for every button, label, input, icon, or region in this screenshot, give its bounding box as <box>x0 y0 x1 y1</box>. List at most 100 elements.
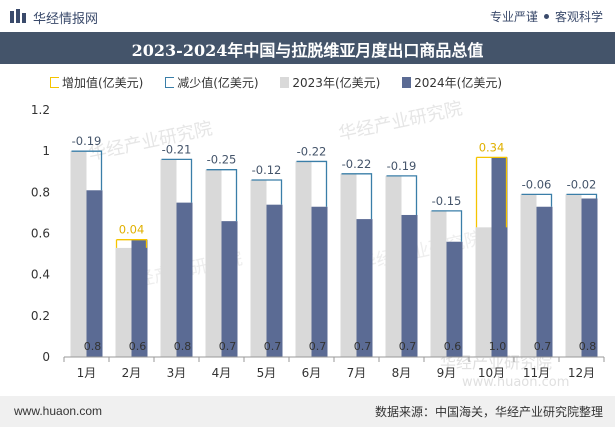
bar-2024 <box>536 206 553 357</box>
decrease-bracket <box>206 169 238 222</box>
bar-2024 <box>176 202 193 357</box>
decrease-bracket <box>386 175 418 215</box>
data-source: 数据来源：中国海关，华经产业研究院整理 <box>374 405 603 419</box>
tagline-professional: 专业严谨 <box>489 10 538 24</box>
footer: www.huaon.com 数据来源：中国海关，华经产业研究院整理 <box>0 396 615 427</box>
top-bar: 华经情报网 专业严谨 客观科学 <box>0 0 615 32</box>
watermark-text: 华经产业研究院 <box>337 98 465 145</box>
bar-value-label: 0.6 <box>129 340 147 353</box>
diff-label: -0.19 <box>387 159 417 173</box>
bar-value-label: 0.7 <box>309 340 327 353</box>
x-tick-label: 10月 <box>478 366 505 380</box>
legend-label-increase: 增加值(亿美元) <box>62 76 144 90</box>
bar-2024 <box>401 214 418 357</box>
bar-2023 <box>430 210 447 357</box>
tagline-objective: 客观科学 <box>554 10 603 24</box>
bar-2023 <box>520 194 537 357</box>
y-tick-label: 0.6 <box>31 227 50 241</box>
bar-2023 <box>70 151 87 357</box>
brand-name: 华经情报网 <box>33 12 99 27</box>
watermark-text: www.huaon.com <box>462 375 569 390</box>
x-tick-label: 3月 <box>167 366 187 380</box>
decrease-bracket <box>566 193 598 199</box>
decrease-bracket <box>251 179 283 205</box>
increase-bracket <box>476 156 508 228</box>
legend-swatch-decrease <box>165 77 175 88</box>
logo-icon <box>10 9 26 23</box>
diff-label: -0.22 <box>342 157 372 171</box>
tagline: 专业严谨 客观科学 <box>490 8 603 25</box>
diff-label: -0.06 <box>522 177 552 191</box>
bar-2023 <box>160 159 177 357</box>
bar-value-label: 0.7 <box>399 340 417 353</box>
bar-2024 <box>266 204 283 357</box>
legend-decrease: 减少值(亿美元) <box>165 74 259 91</box>
diff-label: -0.19 <box>72 134 102 148</box>
bar-2024 <box>446 241 463 357</box>
bar-2024 <box>491 157 508 357</box>
bar-2023 <box>295 161 312 357</box>
watermark-text: 华经产业研究院 <box>440 353 552 372</box>
title-bar: 2023-2024年中国与拉脱维亚月度出口商品总值 <box>0 32 615 64</box>
x-tick-label: 9月 <box>437 366 457 380</box>
bar-value-label: 1.0 <box>489 340 507 353</box>
bar-value-label: 0.7 <box>354 340 372 353</box>
bar-value-label: 0.7 <box>264 340 282 353</box>
decrease-bracket <box>431 210 463 242</box>
bar-2023 <box>565 194 582 357</box>
bar-2023 <box>115 247 132 357</box>
diff-label: -0.25 <box>207 153 237 167</box>
x-tick-label: 12月 <box>568 366 595 380</box>
bar-2024 <box>581 198 598 357</box>
bar-2024 <box>131 239 148 357</box>
diff-label: -0.02 <box>567 177 597 191</box>
bar-2024 <box>311 206 328 357</box>
diff-label: 0.04 <box>119 223 145 237</box>
watermark-text: 华经产业研究院 <box>87 118 215 165</box>
legend-2024: 2024年(亿美元) <box>402 74 502 91</box>
bar-value-label: 0.8 <box>174 340 192 353</box>
decrease-bracket <box>296 160 328 207</box>
bar-2024 <box>356 219 373 357</box>
bar-value-label: 0.7 <box>534 340 552 353</box>
x-tick-label: 6月 <box>302 366 322 380</box>
legend-increase: 增加值(亿美元) <box>50 74 143 91</box>
y-tick-label: 1.2 <box>31 103 50 117</box>
diff-label: -0.21 <box>162 142 192 156</box>
x-tick-label: 11月 <box>523 366 550 380</box>
bar-value-label: 0.8 <box>579 340 597 353</box>
x-tick-label: 8月 <box>392 366 412 380</box>
bar-2023 <box>340 173 357 357</box>
legend-label-2023: 2023年(亿美元) <box>292 76 381 90</box>
legend-swatch-increase <box>50 77 59 88</box>
chart-title: 2023-2024年中国与拉脱维亚月度出口商品总值 <box>131 41 484 60</box>
chart-legend: 增加值(亿美元) 减少值(亿美元) 2023年(亿美元) 2024年(亿美元) <box>50 74 520 92</box>
y-tick-label: 0 <box>42 350 50 364</box>
bar-2023 <box>385 175 402 357</box>
diff-label: 0.34 <box>479 140 505 154</box>
legend-label-decrease: 减少值(亿美元) <box>177 76 259 90</box>
y-tick-label: 0.2 <box>31 309 50 323</box>
x-tick-label: 2月 <box>122 366 142 380</box>
diff-label: -0.15 <box>432 194 462 208</box>
diff-label: -0.22 <box>297 144 327 158</box>
decrease-bracket <box>161 158 193 203</box>
website-link[interactable]: www.huaon.com <box>14 404 103 418</box>
decrease-bracket <box>341 173 373 220</box>
y-tick-label: 0.8 <box>31 185 50 199</box>
bar-2024 <box>86 190 103 357</box>
diff-label: -0.12 <box>252 163 282 177</box>
decrease-bracket <box>521 193 553 207</box>
bar-2023 <box>205 169 222 357</box>
x-tick-label: 4月 <box>212 366 232 380</box>
bar-value-label: 0.7 <box>219 340 237 353</box>
legend-swatch-2023 <box>280 77 290 88</box>
bar-2023 <box>475 227 492 357</box>
bar-2023 <box>250 179 267 357</box>
x-tick-label: 7月 <box>347 366 367 380</box>
x-tick-label: 1月 <box>77 366 97 380</box>
legend-2023: 2023年(亿美元) <box>280 74 380 91</box>
y-tick-label: 0.4 <box>31 268 50 282</box>
bar-value-label: 0.8 <box>84 340 102 353</box>
